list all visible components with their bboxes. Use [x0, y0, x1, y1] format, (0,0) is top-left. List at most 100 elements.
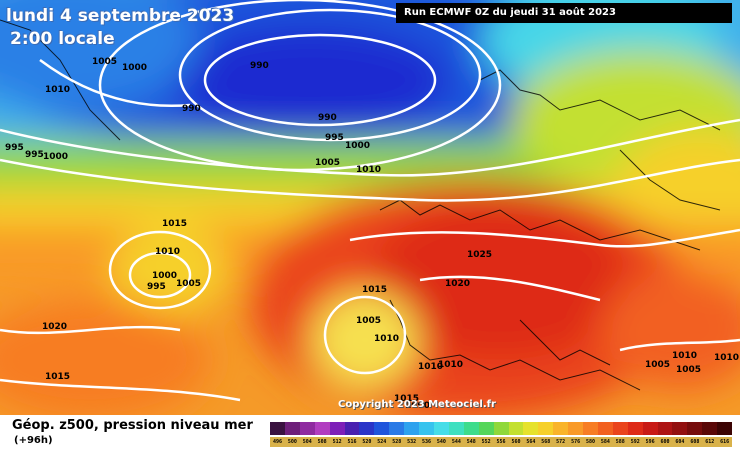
scale-value: 508 — [317, 439, 327, 445]
isobar-label: 1000 — [43, 152, 68, 162]
scale-swatch — [597, 422, 613, 435]
legend-subtitle: (+96h) — [14, 435, 53, 446]
scale-value: 612 — [705, 439, 715, 445]
scale-value: 572 — [556, 439, 566, 445]
scale-swatch — [419, 422, 434, 435]
scale-value: 580 — [585, 439, 595, 445]
scale-swatch — [657, 422, 673, 435]
scale-swatch — [314, 422, 330, 435]
scale-value: 528 — [392, 439, 402, 445]
scale-value: 596 — [645, 439, 655, 445]
scale-swatch — [329, 422, 345, 435]
scale-value: 532 — [407, 439, 417, 445]
isobar-label: 1025 — [467, 250, 492, 260]
scale-value: 548 — [466, 439, 476, 445]
scale-swatch — [627, 422, 643, 435]
isobar-label: 1005 — [315, 158, 340, 168]
scale-value: 588 — [615, 439, 625, 445]
isobar-label: 1005 — [92, 57, 117, 67]
isobar-label: 1000 — [405, 401, 430, 411]
scale-swatch — [284, 422, 300, 435]
isobar-label: 1005 — [356, 316, 381, 326]
scale-swatch — [568, 422, 584, 435]
isobar-label: 1010 — [714, 353, 739, 363]
isobar-label: 995 — [25, 150, 44, 160]
scale-swatch — [508, 422, 524, 435]
scale-swatch — [702, 422, 718, 435]
isobar-label: 1000 — [152, 271, 177, 281]
scale-swatch — [553, 422, 569, 435]
scale-value: 500 — [287, 439, 297, 445]
isobar-label: 1010 — [438, 360, 463, 370]
scale-swatch — [717, 422, 733, 435]
isobar-label: 990 — [250, 61, 269, 71]
scale-value: 516 — [347, 439, 357, 445]
scale-value: 504 — [302, 439, 312, 445]
scale-swatch — [374, 422, 390, 435]
isobar-label: 1015 — [162, 219, 187, 229]
scale-swatch — [299, 422, 315, 435]
scale-swatch — [389, 422, 405, 435]
isobar-label: 1010 — [374, 334, 399, 344]
scale-swatch — [672, 422, 688, 435]
isobar-label: 1020 — [42, 322, 67, 332]
scale-value: 552 — [481, 439, 491, 445]
isobar-label: 1015 — [362, 285, 387, 295]
legend-title: Géop. z500, pression niveau mer — [12, 418, 253, 433]
scale-swatch — [448, 422, 464, 435]
isobar-label: 990 — [182, 104, 201, 114]
isobar-label: 1005 — [645, 360, 670, 370]
scale-swatch — [270, 422, 285, 435]
isobar-label: 1010 — [155, 247, 180, 257]
legend-bar: Géop. z500, pression niveau mer (+96h) 4… — [0, 415, 740, 450]
scale-swatch — [583, 422, 598, 435]
weather-map: 1010 1005 1000 990 990 990 995 1000 1005… — [0, 0, 740, 415]
copyright: Copyright 2023 Meteociel.fr — [338, 399, 496, 410]
geopotential-field: 1010 1005 1000 990 990 990 995 1000 1005… — [0, 0, 740, 415]
isobar-label: 1005 — [176, 279, 201, 289]
scale-swatch — [612, 422, 628, 435]
scale-value: 592 — [630, 439, 640, 445]
scale-value: 604 — [675, 439, 685, 445]
scale-value: 600 — [660, 439, 670, 445]
scale-swatch — [478, 422, 494, 435]
isobar-label: 1005 — [676, 365, 701, 375]
scale-swatch — [493, 422, 509, 435]
isobar-label: 1000 — [122, 63, 147, 73]
forecast-date: lundi 4 septembre 2023 — [6, 6, 235, 26]
scale-value: 576 — [571, 439, 581, 445]
isobar-label: 1015 — [45, 372, 70, 382]
isobar-label: 1010 — [672, 351, 697, 361]
scale-value: 496 — [272, 439, 282, 445]
color-scale — [270, 422, 733, 435]
isobar-label: 1010 — [356, 165, 381, 175]
scale-swatch — [433, 422, 449, 435]
isobar-label: 1010 — [45, 85, 70, 95]
isobar-label: 1015 — [394, 394, 419, 404]
scale-swatch — [642, 422, 658, 435]
scale-value: 520 — [362, 439, 372, 445]
scale-value: 560 — [511, 439, 521, 445]
scale-value: 616 — [720, 439, 730, 445]
isobar-label: 1020 — [445, 279, 470, 289]
scale-value: 584 — [600, 439, 610, 445]
scale-swatch — [538, 422, 554, 435]
scale-swatch — [359, 422, 375, 435]
scale-value: 536 — [422, 439, 432, 445]
scale-value: 568 — [541, 439, 551, 445]
scale-value: 540 — [436, 439, 446, 445]
scale-value: 524 — [377, 439, 387, 445]
isobar-label: 995 — [5, 143, 24, 153]
scale-value: 512 — [332, 439, 342, 445]
isobar-label: 995 — [147, 282, 166, 292]
scale-value: 544 — [451, 439, 461, 445]
scale-swatch — [687, 422, 703, 435]
scale-swatch — [404, 422, 420, 435]
model-run-label: Run ECMWF 0Z du jeudi 31 août 2023 — [396, 3, 732, 23]
scale-value: 608 — [690, 439, 700, 445]
isobar-label: 1000 — [345, 141, 370, 151]
scale-swatch — [523, 422, 539, 435]
scale-swatch — [344, 422, 360, 435]
scale-swatch — [463, 422, 479, 435]
isobar-label: 1010 — [418, 362, 443, 372]
